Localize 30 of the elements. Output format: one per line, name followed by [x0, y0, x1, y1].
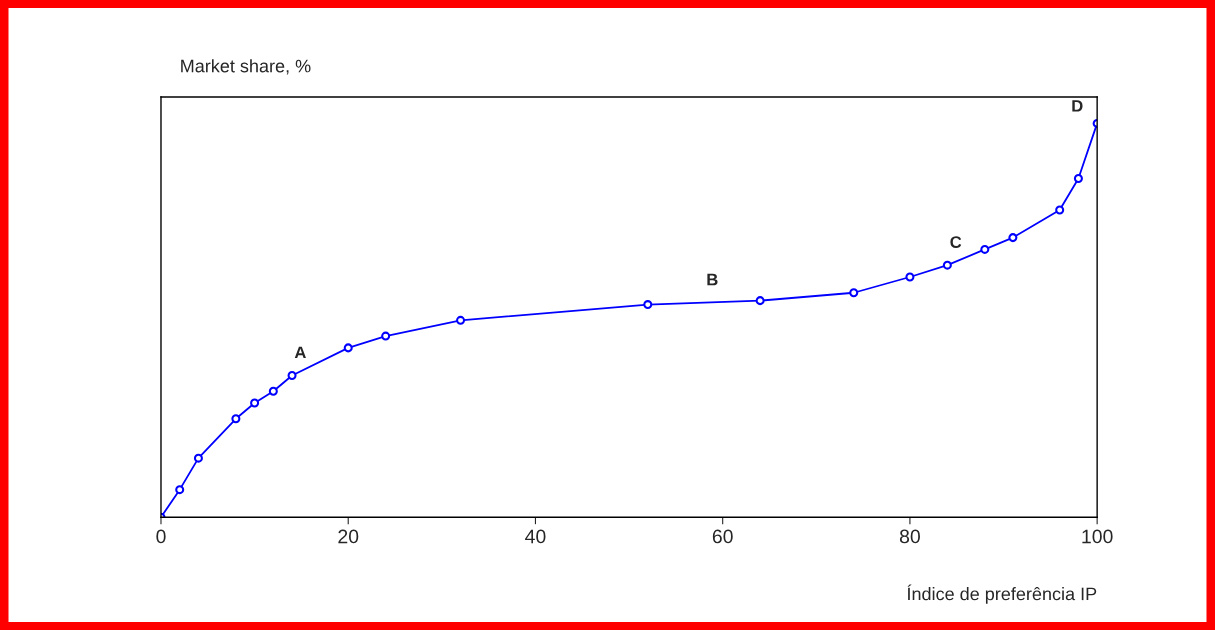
- point: [343, 343, 353, 353]
- x-axis-title: Índice de preferência IP: [907, 584, 1097, 604]
- x-tick-label: 20: [338, 529, 359, 544]
- point: [287, 370, 297, 380]
- x-tick-label: 40: [525, 529, 546, 544]
- point: [456, 315, 466, 325]
- point: [755, 296, 765, 306]
- annotation: B: [707, 273, 718, 286]
- x-tick-label: 60: [712, 529, 733, 544]
- point: [193, 453, 203, 463]
- point: [231, 414, 241, 424]
- point: [1055, 205, 1065, 215]
- x-tick-label: 100: [1082, 529, 1113, 544]
- point: [849, 288, 859, 298]
- point: [250, 398, 260, 408]
- point: [268, 386, 278, 396]
- point: [175, 485, 185, 495]
- point: [381, 331, 391, 341]
- x-tick-label: 80: [899, 529, 920, 544]
- point: [905, 272, 915, 282]
- point: [1073, 174, 1083, 184]
- point: [1008, 233, 1018, 243]
- annotation: D: [1072, 100, 1083, 112]
- point: [980, 244, 990, 254]
- annotation: C: [950, 236, 962, 248]
- x-tick-label: 0: [156, 529, 166, 544]
- point: [643, 300, 653, 310]
- y-axis-title: Market share, %: [181, 59, 311, 75]
- annotation: A: [294, 346, 306, 359]
- point: [942, 260, 952, 270]
